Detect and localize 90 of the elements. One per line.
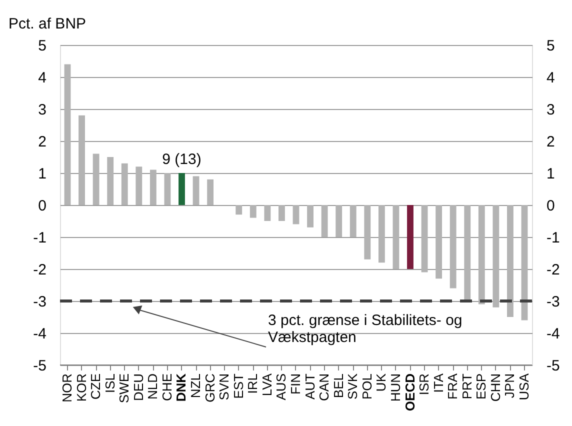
bar <box>150 170 156 205</box>
bar <box>250 205 256 218</box>
x-tick-label: IRL <box>245 374 260 394</box>
bar <box>478 205 485 304</box>
bar <box>464 205 471 301</box>
y-tick-label: 1 <box>38 166 46 182</box>
bar <box>307 205 314 228</box>
x-tick-label: ISL <box>102 374 118 394</box>
y2-tick-label: -5 <box>546 358 560 374</box>
x-tick-label: DNK <box>174 372 189 402</box>
bar <box>378 205 385 263</box>
x-tick-label: ISR <box>416 374 432 396</box>
y-tick-label: -5 <box>33 358 46 374</box>
y2-tick-label: -1 <box>546 230 560 246</box>
bar <box>507 205 514 317</box>
x-tick-label: GRC <box>202 374 218 402</box>
bar <box>364 205 371 260</box>
x-tick-label: JPN <box>502 374 518 398</box>
bar <box>107 157 114 205</box>
x-tick-label: HUN <box>388 374 403 402</box>
x-tick-label: ITA <box>430 373 446 393</box>
y-tick-label: -4 <box>33 326 46 342</box>
x-tick-label: NLD <box>145 374 160 400</box>
x-tick-label: LVA <box>259 373 274 396</box>
x-tick-label: DEU <box>130 374 146 401</box>
bar <box>450 205 456 288</box>
y2-tick-label: 5 <box>546 38 555 54</box>
x-tick-label: USA <box>516 373 532 400</box>
x-tick-label: AUS <box>274 373 289 400</box>
x-tick-label: AUT <box>302 373 318 400</box>
ref-line-label: 3 pct. grænse i Stabilitets- og Vækstpagten <box>268 312 462 346</box>
bar <box>350 205 356 237</box>
y2-tick-label: 3 <box>546 102 555 118</box>
y-tick-label: -2 <box>33 262 46 278</box>
y-tick-label: 2 <box>38 134 46 150</box>
x-tick-label: CZE <box>88 373 104 400</box>
y2-tick-label: 4 <box>546 70 555 86</box>
x-tick-label: NOR <box>60 374 74 402</box>
bar <box>336 205 342 237</box>
x-tick-label: NZL <box>188 374 204 398</box>
bar <box>421 205 428 272</box>
bar <box>321 205 328 237</box>
bar <box>492 205 500 308</box>
bar <box>64 64 71 205</box>
x-tick-label: POL <box>359 374 374 400</box>
y2-tick-label: 2 <box>546 134 555 150</box>
bar <box>78 115 85 205</box>
x-tick-label: OECD <box>402 374 418 412</box>
x-tick-label: CAN <box>316 374 332 401</box>
bar <box>136 166 142 205</box>
x-tick-label: EST <box>230 373 246 399</box>
x-tick-label: SWE <box>116 373 132 404</box>
x-tick-label: CHE <box>159 373 174 401</box>
y2-tick-label: 1 <box>546 166 555 182</box>
bar <box>207 179 214 205</box>
bar <box>264 205 271 221</box>
bar <box>278 205 285 221</box>
bar <box>236 205 242 215</box>
annotation: 9 (13) <box>162 151 202 168</box>
bar <box>192 176 200 205</box>
x-tick-label: SVN <box>216 374 232 400</box>
bar <box>164 173 171 205</box>
x-tick-label: KOR <box>74 374 89 402</box>
y-tick-label: 0 <box>38 198 46 214</box>
bar <box>92 154 100 205</box>
y2-tick-label: -2 <box>546 262 560 278</box>
bar <box>521 205 528 320</box>
bar <box>392 205 400 269</box>
x-tick-label: FIN <box>288 374 303 394</box>
y-axis-title: Pct. af BNP <box>8 16 86 32</box>
x-tick-label: PRT <box>459 373 474 400</box>
y-tick-label: 5 <box>38 38 46 54</box>
y2-tick-label: -4 <box>546 326 560 342</box>
x-tick-label: UK <box>374 373 389 392</box>
bar <box>436 205 442 279</box>
x-tick-label: BEL <box>330 374 346 398</box>
y-tick-label: 3 <box>38 102 46 118</box>
bar <box>178 173 185 205</box>
bar <box>407 205 414 269</box>
y2-tick-label: -3 <box>546 294 560 310</box>
bar <box>121 163 128 205</box>
y-tick-label: 4 <box>38 70 46 86</box>
x-tick-label: ESP <box>474 374 489 400</box>
bar <box>292 205 300 224</box>
y2-tick-label: 0 <box>546 198 555 214</box>
y-tick-label: -3 <box>33 294 46 310</box>
x-tick-label: FRA <box>445 373 460 400</box>
x-tick-label: CHN <box>488 374 503 402</box>
x-tick-label: SVK <box>345 373 360 400</box>
y-tick-label: -1 <box>33 230 46 246</box>
